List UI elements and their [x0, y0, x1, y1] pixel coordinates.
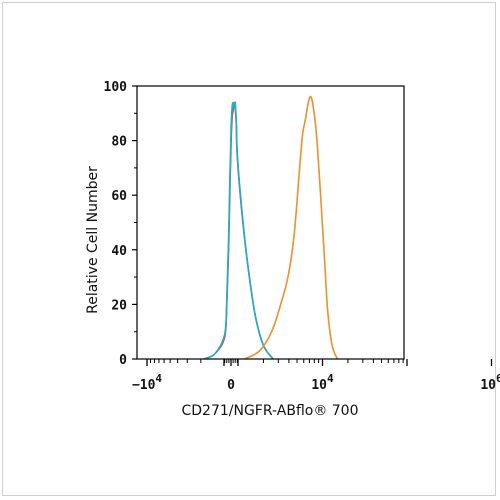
y-axis-title: Relative Cell Number	[85, 166, 101, 314]
plot-area-border	[136, 85, 405, 360]
x-tick-label: 104	[311, 372, 334, 393]
y-tick-label: 20	[111, 298, 127, 313]
axes-layer: 0 20 40 60 80 100 −104 0 104 106	[104, 80, 500, 393]
histogram-series-3	[244, 95, 339, 360]
series-layer	[203, 95, 339, 360]
x-axis-title: CD271/NGFR-ABflo® 700	[181, 403, 358, 419]
y-tick-label: 40	[111, 244, 127, 259]
histogram-series-2	[203, 101, 274, 360]
histogram-series-1	[203, 104, 274, 360]
y-tick-label: 0	[119, 353, 127, 368]
x-tick-label: 0	[227, 378, 235, 393]
y-tick-label: 80	[111, 135, 127, 150]
y-tick-label: 100	[104, 80, 128, 95]
x-tick-label: 106	[480, 372, 500, 393]
image-frame	[2, 2, 496, 496]
x-tick-label: −104	[132, 372, 162, 393]
y-tick-label: 60	[111, 189, 127, 204]
